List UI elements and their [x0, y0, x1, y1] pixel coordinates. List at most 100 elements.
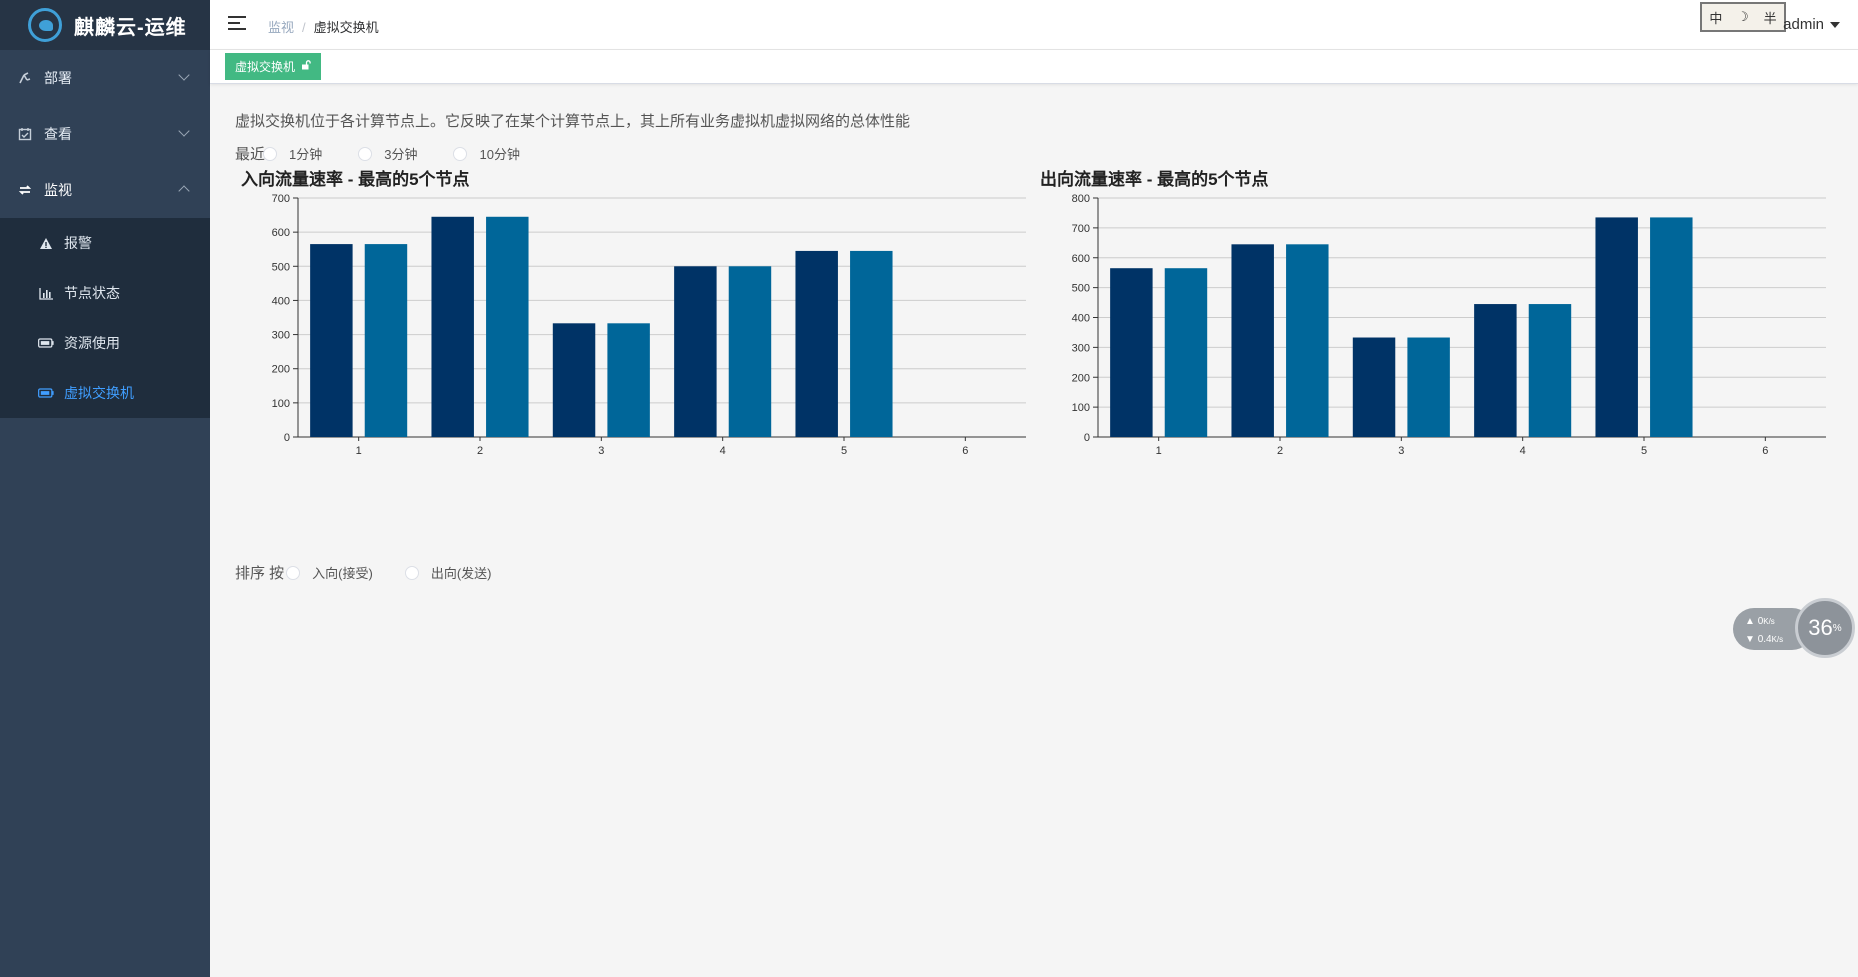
bar[interactable] [1528, 304, 1572, 437]
battery-icon [38, 386, 54, 400]
radio-1min[interactable]: 1分钟 [263, 144, 322, 163]
ime-half-width-toggle[interactable]: 半 [1763, 10, 1777, 26]
download-rate: ▼ 0.4K/s [1745, 634, 1784, 645]
qilin-logo-icon [28, 8, 62, 42]
y-tick-label: 100 [272, 398, 290, 410]
y-tick-label: 400 [272, 295, 290, 307]
x-tick-label: 6 [962, 445, 968, 457]
breadcrumb: 监视 / 虚拟交换机 [268, 17, 379, 36]
radio-sort-outbound[interactable]: 出向(发送) [404, 563, 492, 582]
y-tick-label: 700 [272, 193, 290, 205]
bar[interactable] [364, 244, 408, 437]
recent-label: 最近 [235, 146, 266, 163]
top-navbar: 监视 / 虚拟交换机 中 ☽ 半 admin [210, 0, 1858, 50]
sidebar-item-node-status[interactable]: 节点状态 [0, 268, 210, 318]
y-tick-label: 600 [1072, 253, 1090, 265]
y-tick-label: 500 [272, 261, 290, 273]
radio-10min[interactable]: 10分钟 [453, 144, 520, 163]
app-title: 麒麟云-运维 [74, 16, 187, 39]
bar[interactable] [1650, 217, 1693, 437]
network-speed-widget[interactable]: ▲ 0K/s ▼ 0.4K/s 36% [1733, 598, 1855, 660]
bar-chart-icon [38, 286, 54, 300]
refresh-arrows-icon [18, 183, 32, 197]
usage-percent: 36 [1808, 615, 1833, 640]
sidebar-item-label: 监视 [44, 182, 72, 198]
x-tick-label: 1 [1156, 445, 1162, 457]
upload-value: 0 [1757, 616, 1764, 627]
bar[interactable] [674, 266, 717, 437]
bar[interactable] [1231, 244, 1274, 437]
bar[interactable] [486, 216, 529, 437]
bar[interactable] [1595, 217, 1638, 437]
x-tick-label: 3 [1398, 445, 1404, 457]
x-tick-label: 3 [598, 445, 604, 457]
bar[interactable] [1164, 268, 1208, 437]
bar[interactable] [431, 216, 474, 437]
unlock-icon[interactable] [301, 60, 311, 73]
radio-sort-inbound[interactable]: 入向(接受) [286, 563, 373, 582]
bar[interactable] [310, 244, 353, 437]
x-tick-label: 1 [356, 445, 362, 457]
chevron-up-icon [178, 185, 190, 197]
chevron-down-icon [178, 125, 190, 137]
y-tick-label: 600 [272, 227, 290, 239]
ime-toolbar[interactable]: 中 ☽ 半 [1700, 2, 1786, 32]
bar[interactable] [795, 250, 838, 437]
sidebar-item-virtual-switch[interactable]: 虚拟交换机 [0, 368, 210, 418]
breadcrumb-separator: / [302, 20, 306, 35]
y-tick-label: 200 [1072, 372, 1090, 384]
ime-moon-icon[interactable]: ☽ [1737, 9, 1749, 24]
ime-chinese-toggle[interactable]: 中 [1709, 10, 1723, 26]
y-tick-label: 200 [272, 364, 290, 376]
sidebar-item-view[interactable]: 查看 [0, 106, 210, 162]
sidebar-item-deploy[interactable]: 部署 [0, 50, 210, 106]
tag-virtual-switch[interactable]: 虚拟交换机 [225, 53, 322, 80]
sidebar-item-alarm[interactable]: 报警 [0, 218, 210, 268]
breadcrumb-current: 虚拟交换机 [313, 20, 379, 35]
radio-label: 10分钟 [479, 147, 520, 162]
user-dropdown[interactable]: admin [1783, 16, 1840, 33]
upload-unit: K/s [1763, 617, 1775, 626]
bar[interactable] [1352, 337, 1396, 437]
deploy-icon [18, 71, 32, 85]
bar[interactable] [552, 323, 596, 437]
logo[interactable]: 麒麟云-运维 [0, 0, 210, 50]
bar[interactable] [1110, 268, 1153, 437]
y-tick-label: 500 [1072, 283, 1090, 295]
bar[interactable] [850, 250, 893, 437]
bar[interactable] [1474, 304, 1517, 437]
bar[interactable] [728, 266, 772, 437]
warning-icon [38, 236, 54, 250]
caret-down-icon [1830, 22, 1840, 29]
tags-view-bar: 虚拟交换机 [210, 50, 1858, 84]
sort-selector: 排序 按 入向(接受) 出向(发送) [235, 562, 492, 583]
x-tick-label: 2 [477, 445, 483, 457]
breadcrumb-monitor[interactable]: 监视 [268, 20, 295, 35]
y-tick-label: 0 [284, 432, 290, 444]
y-tick-label: 300 [1072, 342, 1090, 354]
y-tick-label: 700 [1072, 223, 1090, 235]
radio-3min[interactable]: 3分钟 [358, 144, 417, 163]
cpu-usage-circle: 36% [1795, 598, 1855, 658]
radio-label: 3分钟 [384, 147, 418, 162]
outbound-traffic-chart: 0 100 200 300 400 500 600 700 800 1 2 3 4 5 6 [1072, 193, 1826, 457]
chart-title-outbound: 出向流量速率 - 最高的5个节点 [1040, 170, 1269, 189]
y-tick-label: 800 [1072, 193, 1090, 205]
hamburger-menu-icon[interactable] [228, 16, 246, 32]
sidebar-item-resource-usage[interactable]: 资源使用 [0, 318, 210, 368]
radio-circle [263, 146, 278, 161]
bar[interactable] [1286, 244, 1329, 437]
recent-period-selector: 最近 1分钟 3分钟 10分钟 [235, 143, 520, 164]
sidebar-item-label: 查看 [44, 126, 72, 142]
radio-circle [358, 146, 373, 161]
tag-label: 虚拟交换机 [235, 60, 296, 74]
inbound-traffic-chart: 0 100 200 300 400 500 600 700 1 2 3 4 5 6 [272, 193, 1026, 457]
x-tick-label: 6 [1762, 445, 1768, 457]
sidebar-item-label: 报警 [64, 235, 92, 251]
bar[interactable] [1407, 337, 1450, 437]
x-tick-label: 2 [1277, 445, 1283, 457]
sidebar-item-monitor[interactable]: 监视 [0, 162, 210, 218]
bar[interactable] [607, 323, 650, 437]
download-unit: K/s [1771, 635, 1784, 644]
x-tick-label: 4 [720, 445, 726, 457]
